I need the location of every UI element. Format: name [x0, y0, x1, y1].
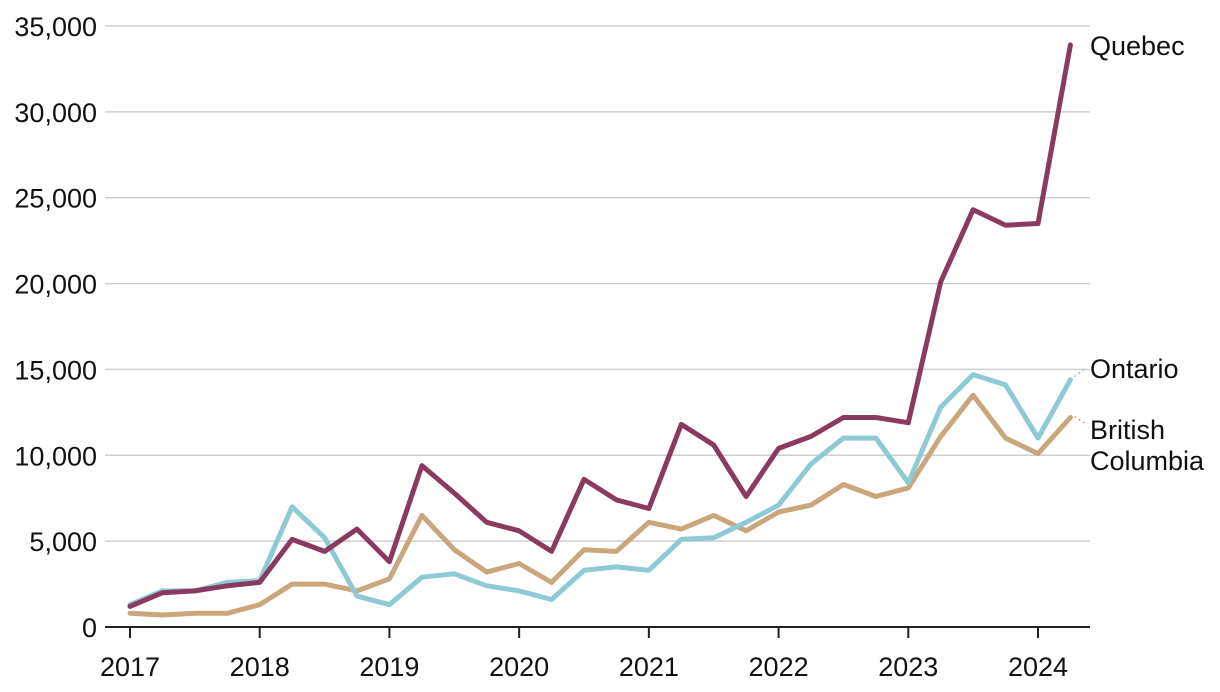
x-tick-label: 2023 — [878, 652, 938, 682]
series-label-british-columbia: British Columbia — [1090, 415, 1205, 476]
x-tick-label: 2018 — [230, 652, 290, 682]
y-tick-label: 0 — [82, 613, 97, 643]
series-line-british-columbia — [127, 392, 1073, 618]
y-tick-label: 10,000 — [14, 441, 97, 471]
series-line-ontario — [127, 372, 1073, 608]
y-tick-label: 5,000 — [29, 527, 97, 557]
series-label-ontario: Ontario — [1090, 354, 1179, 384]
gridlines — [105, 25, 1090, 542]
y-tick-label: 20,000 — [14, 270, 97, 300]
series-label-quebec: Quebec — [1090, 31, 1185, 61]
y-tick-label: 30,000 — [14, 98, 97, 128]
x-tick-label: 2022 — [749, 652, 809, 682]
series-lines — [127, 42, 1073, 618]
y-tick-label: 15,000 — [14, 355, 97, 385]
label-leader — [1074, 415, 1087, 425]
y-tick-label: 35,000 — [14, 12, 97, 42]
series-line-quebec — [127, 42, 1073, 609]
x-tick-label: 2021 — [619, 652, 679, 682]
x-tick-label: 2024 — [1008, 652, 1068, 682]
axes: 0 5,000 10,000 15,000 20,000 25,000 30,000 35,0… — [14, 12, 1090, 682]
y-tick-label: 25,000 — [14, 184, 97, 214]
x-tick-label: 2020 — [489, 652, 549, 682]
x-tick-label: 2017 — [100, 652, 160, 682]
x-tick-label: 2019 — [359, 652, 419, 682]
series-labels: Quebec Ontario British Columbia — [1073, 31, 1205, 476]
